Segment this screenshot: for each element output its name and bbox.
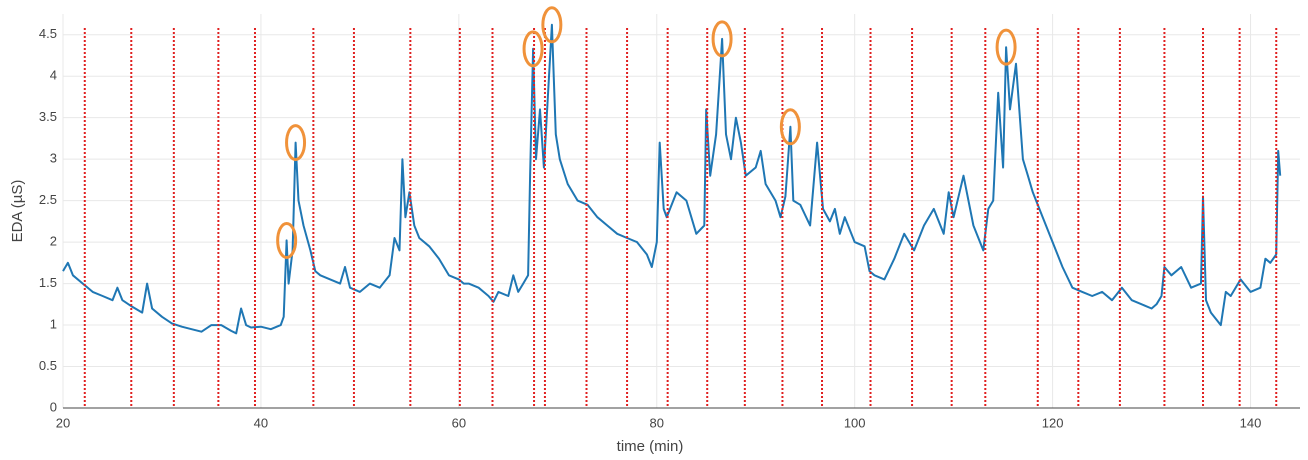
y-tick-label: 3 xyxy=(50,151,57,166)
y-axis-label: EDA (µS) xyxy=(9,180,26,243)
peak-highlight xyxy=(522,30,544,68)
y-tick-label: 1 xyxy=(50,316,57,331)
peak-highlight xyxy=(711,20,733,58)
peak-highlight xyxy=(276,221,298,259)
y-tick-label: 1.5 xyxy=(39,275,57,290)
x-axis-label: time (min) xyxy=(617,438,684,455)
x-tick-label: 100 xyxy=(844,415,866,430)
y-tick-label: 4.5 xyxy=(39,26,57,41)
y-tick-label: 4 xyxy=(50,68,57,83)
eda-line xyxy=(62,23,1282,335)
x-tick-label: 120 xyxy=(1042,415,1064,430)
y-tick-label: 0 xyxy=(50,399,57,414)
y-tick-label: 2.5 xyxy=(39,192,57,207)
y-tick-label: 0.5 xyxy=(39,358,57,373)
x-tick-label: 40 xyxy=(254,415,268,430)
x-tick-label: 80 xyxy=(650,415,664,430)
peak-highlight xyxy=(285,124,307,162)
x-tick-label: 20 xyxy=(56,415,70,430)
peak-highlight xyxy=(779,108,801,146)
peak-highlight xyxy=(995,28,1017,66)
x-tick-label: 140 xyxy=(1240,415,1262,430)
y-tick-label: 3.5 xyxy=(39,109,57,124)
peak-highlight xyxy=(541,6,563,44)
y-tick-label: 2 xyxy=(50,234,57,249)
x-tick-label: 60 xyxy=(452,415,466,430)
